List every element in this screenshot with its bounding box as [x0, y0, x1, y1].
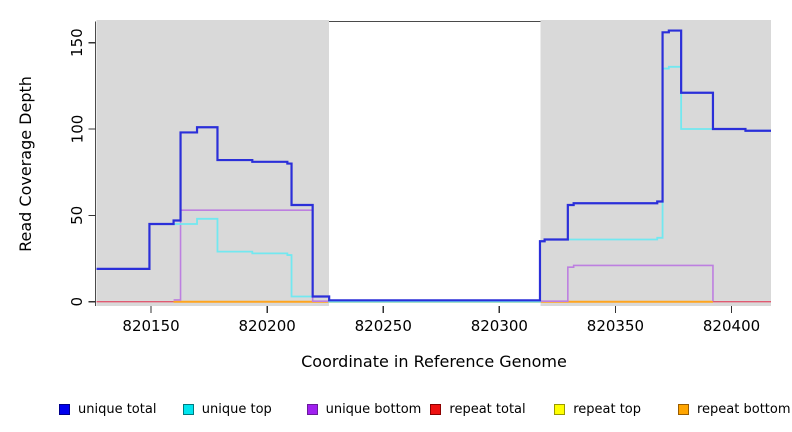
legend-swatch-repeat-top	[554, 403, 566, 415]
legend-label: repeat total	[449, 401, 526, 417]
legend-swatch-unique-bottom	[306, 403, 318, 415]
legend-label: unique bottom	[325, 401, 422, 417]
x-axis-title: Coordinate in Reference Genome	[301, 352, 567, 371]
legend-swatch-unique-total	[59, 403, 70, 415]
y-tick-label: 100	[68, 115, 86, 144]
legend-label: repeat top	[573, 401, 641, 417]
legend-item-unique-top: unique top	[182, 399, 272, 419]
legend-item-repeat-bottom: repeat bottom	[678, 399, 791, 419]
legend-item-unique-total: unique total	[59, 399, 156, 419]
legend-label: unique total	[78, 401, 157, 417]
series-line-unique-top	[96, 65, 771, 303]
legend-swatch-repeat-total	[430, 403, 442, 415]
legend: unique total unique top unique bottom repea…	[0, 399, 792, 423]
x-tick-label: 820250	[355, 317, 412, 335]
legend-swatch-unique-top	[182, 403, 194, 415]
legend-label: unique top	[201, 401, 272, 417]
y-tick-label: 0	[68, 297, 86, 307]
legend-label: repeat bottom	[697, 401, 791, 417]
y-tick-label: 150	[68, 28, 86, 57]
legend-item-repeat-top: repeat top	[554, 399, 641, 419]
left-gray-region	[96, 20, 330, 306]
x-tick-label: 820150	[122, 317, 179, 335]
y-axis-title: Read Coverage Depth	[16, 76, 35, 252]
legend-swatch-repeat-bottom	[678, 403, 689, 415]
y-tick-label: 50	[68, 206, 86, 225]
legend-item-repeat-total: repeat total	[430, 399, 526, 419]
x-tick-label: 820400	[703, 317, 760, 335]
x-tick-label: 820300	[471, 317, 528, 335]
x-tick-label: 820350	[587, 317, 644, 335]
x-tick-label: 820200	[239, 317, 296, 335]
right-gray-region	[540, 20, 771, 306]
legend-item-unique-bottom: unique bottom	[306, 399, 422, 419]
series-line-unique-total	[96, 29, 771, 302]
